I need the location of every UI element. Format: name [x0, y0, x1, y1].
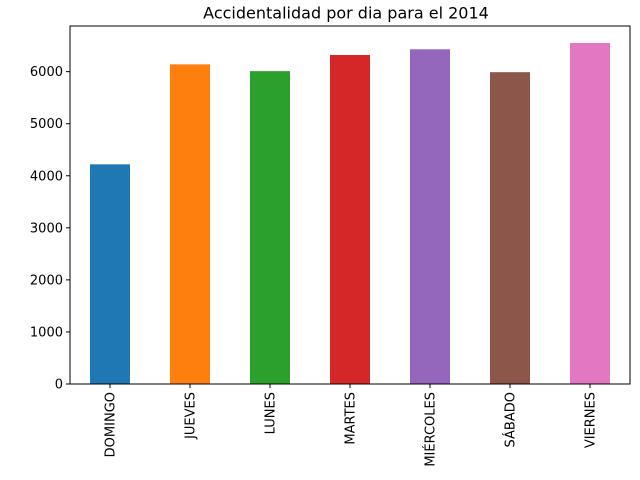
bar-jueves	[170, 64, 210, 385]
x-tick-label-domingo: DOMINGO	[104, 392, 119, 457]
y-tick-label-5000: 5000	[30, 117, 63, 132]
bar-lunes	[250, 71, 290, 384]
y-tick-label-0: 0	[55, 378, 63, 393]
x-tick-label-miércoles: MIÉRCOLES	[423, 392, 439, 467]
plot-area: 0 1000 2000 3000 4000 5000 6000 DOMINGO JUEVES LU…	[30, 25, 631, 467]
x-tick-label-sábado: SÁBADO	[503, 392, 519, 447]
y-tick-label-2000: 2000	[30, 273, 63, 288]
chart-title: Accidentalidad por dia para el 2014	[203, 4, 489, 23]
bar-domingo	[90, 164, 130, 384]
bar-miércoles	[410, 49, 450, 385]
bar-martes	[330, 55, 370, 384]
bar-sábado	[490, 72, 530, 385]
y-tick-label-3000: 3000	[30, 221, 63, 236]
y-tick-label-1000: 1000	[30, 325, 63, 340]
x-tick-label-lunes: LUNES	[264, 392, 279, 434]
x-tick-label-jueves: JUEVES	[184, 392, 199, 440]
y-tick-label-4000: 4000	[30, 169, 63, 184]
y-tick-label-6000: 6000	[30, 65, 63, 80]
x-tick-label-viernes: VIERNES	[584, 392, 599, 448]
bar-viernes	[570, 43, 610, 385]
x-tick-label-martes: MARTES	[344, 392, 359, 445]
